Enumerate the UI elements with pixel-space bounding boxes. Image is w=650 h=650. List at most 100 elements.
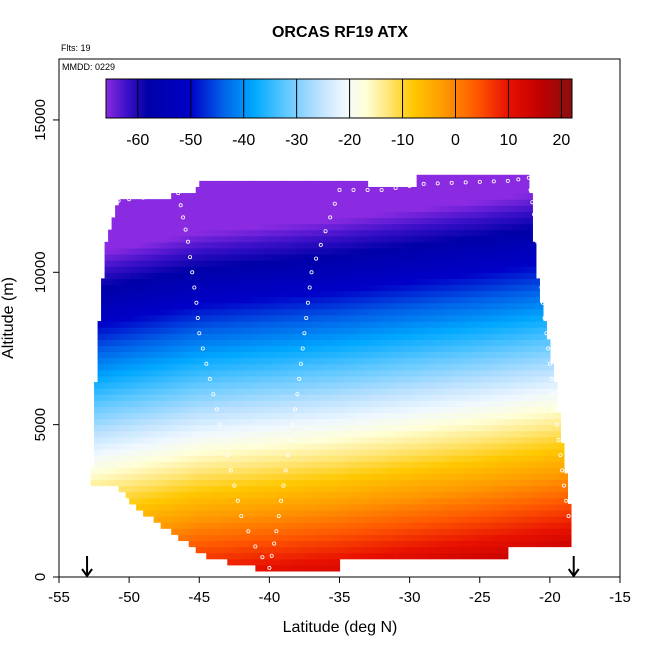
heatmap-cell xyxy=(132,363,137,371)
heatmap-cell xyxy=(364,247,369,255)
heatmap-cell xyxy=(185,516,190,523)
heatmap-cell xyxy=(188,308,193,316)
heatmap-cell xyxy=(143,290,148,298)
heatmap-cell xyxy=(223,247,228,255)
heatmap-cell xyxy=(346,522,351,529)
heatmap-cell xyxy=(325,461,330,468)
heatmap-cell xyxy=(304,211,309,219)
heatmap-cell xyxy=(307,254,313,261)
heatmap-cell xyxy=(227,473,232,481)
heatmap-cell xyxy=(255,564,260,572)
heatmap-cell xyxy=(364,400,369,407)
heatmap-cell xyxy=(283,455,288,462)
heatmap-cell xyxy=(311,260,316,267)
heatmap-cell xyxy=(335,321,341,328)
heatmap-cell xyxy=(300,223,306,231)
heatmap-cell xyxy=(150,388,155,395)
heatmap-cell xyxy=(357,217,362,225)
heatmap-cell xyxy=(241,339,246,347)
heatmap-cell xyxy=(335,558,341,566)
heatmap-cell xyxy=(178,217,183,225)
heatmap-cell xyxy=(244,351,249,359)
heatmap-cell xyxy=(164,296,169,304)
heatmap-cell xyxy=(153,381,158,389)
heatmap-cell xyxy=(286,254,292,261)
heatmap-cell xyxy=(314,528,320,535)
heatmap-cell xyxy=(318,503,323,511)
heatmap-cell xyxy=(209,254,214,261)
heatmap-cell xyxy=(385,503,390,511)
heatmap-cell xyxy=(234,266,239,273)
heatmap-cell xyxy=(272,284,277,292)
heatmap-cell xyxy=(115,266,120,273)
heatmap-cell xyxy=(290,375,295,383)
heatmap-cell xyxy=(97,375,102,383)
heatmap-cell xyxy=(339,278,344,286)
heatmap-cell xyxy=(265,461,270,468)
heatmap-cell xyxy=(230,302,235,310)
heatmap-cell xyxy=(283,351,288,359)
heatmap-cell xyxy=(262,266,267,273)
heatmap-cell xyxy=(283,467,288,474)
heatmap-cell xyxy=(262,296,267,304)
heatmap-cell xyxy=(153,260,158,267)
heatmap-cell xyxy=(237,412,242,420)
heatmap-cell xyxy=(199,363,204,371)
heatmap-cell xyxy=(262,247,267,255)
heatmap-cell xyxy=(192,333,197,340)
heatmap-cell xyxy=(118,314,123,322)
heatmap-cell xyxy=(125,235,130,243)
heatmap-cell xyxy=(374,449,379,456)
heatmap-cell xyxy=(167,491,172,499)
heatmap-cell xyxy=(371,241,376,249)
heatmap-cell xyxy=(164,461,169,468)
heatmap-cell xyxy=(374,199,379,206)
heatmap-cell xyxy=(153,412,158,420)
heatmap-cell xyxy=(174,308,179,316)
heatmap-cell xyxy=(143,509,148,517)
heatmap-cell xyxy=(353,381,358,389)
heatmap-cell xyxy=(272,314,277,322)
heatmap-cell xyxy=(150,339,155,347)
heatmap-cell xyxy=(248,321,253,328)
heatmap-cell xyxy=(251,473,256,481)
heatmap-cell xyxy=(118,424,123,432)
heatmap-cell xyxy=(350,241,355,249)
heatmap-cell xyxy=(332,467,337,474)
heatmap-cell xyxy=(286,430,292,438)
heatmap-cell xyxy=(104,449,109,456)
heatmap-cell xyxy=(374,516,379,523)
heatmap-cell xyxy=(199,296,204,304)
heatmap-cell xyxy=(227,235,232,243)
heatmap-cell xyxy=(125,375,130,383)
heatmap-cell xyxy=(195,497,200,505)
heatmap-cell xyxy=(269,424,274,432)
heatmap-cell xyxy=(209,186,214,194)
heatmap-cell xyxy=(220,333,225,340)
heatmap-cell xyxy=(104,284,109,292)
heatmap-cell xyxy=(279,534,284,542)
heatmap-cell xyxy=(139,363,144,371)
heatmap-cell xyxy=(227,400,232,407)
heatmap-cell xyxy=(209,381,214,389)
heatmap-cell xyxy=(335,497,341,505)
heatmap-cell xyxy=(364,467,369,474)
heatmap-cell xyxy=(318,516,323,523)
heatmap-cell xyxy=(118,357,123,365)
heatmap-cell xyxy=(185,199,190,206)
heatmap-cell xyxy=(122,436,127,444)
heatmap-cell xyxy=(318,436,323,444)
heatmap-cell xyxy=(136,333,141,340)
heatmap-cell xyxy=(346,217,351,225)
heatmap-cell xyxy=(300,546,306,554)
heatmap-cell xyxy=(343,497,348,505)
heatmap-cell xyxy=(115,308,120,316)
heatmap-cell xyxy=(364,424,369,432)
heatmap-cell xyxy=(357,321,362,328)
heatmap-cell xyxy=(202,278,207,286)
heatmap-cell xyxy=(108,254,113,261)
heatmap-cell xyxy=(237,186,242,194)
heatmap-cell xyxy=(297,205,302,212)
heatmap-cell xyxy=(164,369,169,377)
heatmap-cell xyxy=(297,290,302,298)
